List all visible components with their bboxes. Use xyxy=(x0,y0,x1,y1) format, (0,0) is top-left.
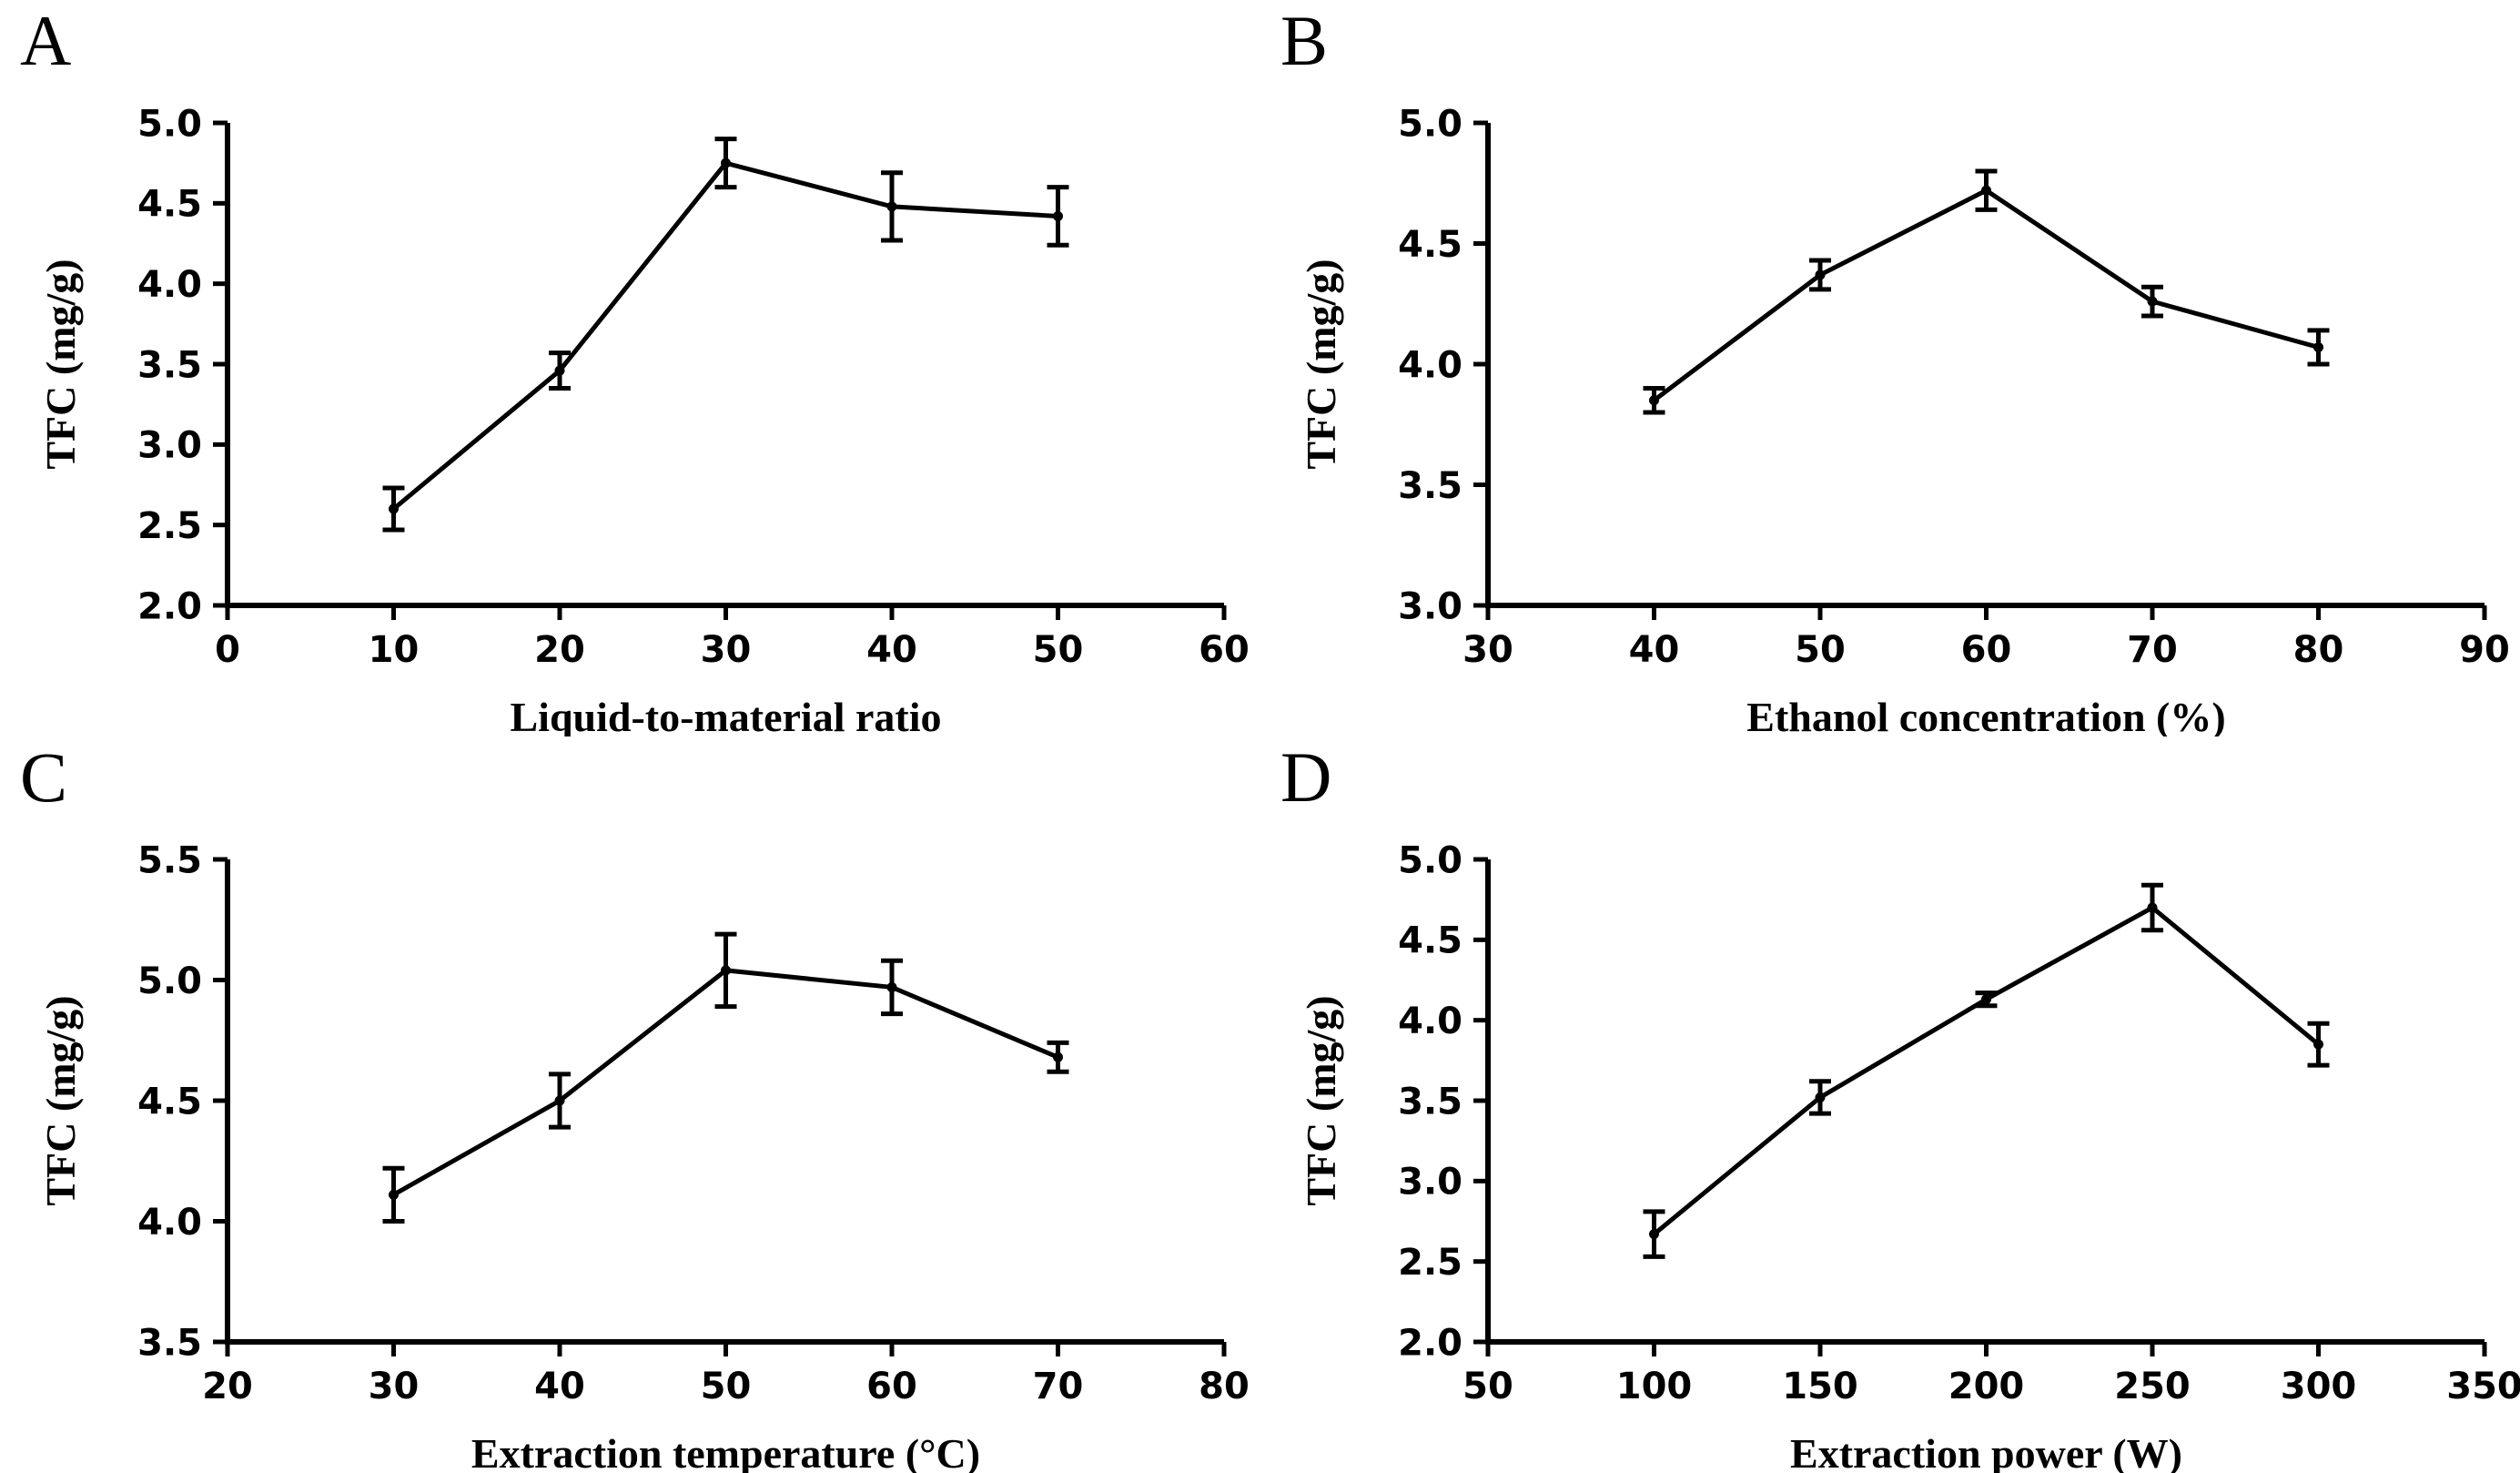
x-tick-label: 30 xyxy=(1462,629,1513,671)
y-tick-label: 2.5 xyxy=(137,505,202,547)
y-tick-label: 3.5 xyxy=(1398,465,1462,507)
x-tick-label: 300 xyxy=(2281,1366,2357,1407)
y-tick-label: 4.0 xyxy=(1398,344,1462,386)
data-point-marker xyxy=(1649,395,1659,406)
y-tick-label: 5.0 xyxy=(1398,839,1462,881)
panel-a-chart: 2.0 2.5 3.0 3.5 4.0 4.5 5.0 0 10 20 30 40 50 60 Liquid… xyxy=(37,103,1250,736)
panel-a: A 2.0 2.5 3.0 3.5 4.0 4.5 5.0 0 10 20 30 40 50 60 Liqu… xyxy=(0,0,1260,736)
x-tick-label: 200 xyxy=(1948,1366,2025,1407)
panel-c-chart: 3.5 4.0 4.5 5.0 5.5 20 30 40 50 60 70 80 Extraction … xyxy=(37,839,1250,1473)
y-tick-label: 3.0 xyxy=(1398,1162,1462,1204)
panel-c-letter: C xyxy=(20,737,68,817)
y-tick-label: 3.5 xyxy=(137,1322,202,1364)
data-point-marker xyxy=(2147,296,2158,307)
data-point-marker xyxy=(886,981,897,992)
panel-b-chart: 3.0 3.5 4.0 4.5 5.0 30 40 50 60 70 80 90 Ethanol con… xyxy=(1298,103,2510,736)
x-tick-label: 10 xyxy=(369,629,420,671)
y-tick-label: 4.0 xyxy=(1398,1001,1462,1042)
data-point-marker xyxy=(389,503,399,514)
panel-d-chart: 2.0 2.5 3.0 3.5 4.0 4.5 5.0 50 100 150 200 250 300 35… xyxy=(1298,839,2520,1473)
data-point-marker xyxy=(1053,210,1063,221)
x-tick-label: 40 xyxy=(866,629,917,671)
x-tick-label: 20 xyxy=(534,629,585,671)
x-tick-label: 50 xyxy=(1033,629,1084,671)
x-axis-title: Extraction power (W) xyxy=(1790,1430,2182,1473)
x-tick-label: 30 xyxy=(369,1366,420,1407)
x-tick-label: 60 xyxy=(1199,629,1250,671)
data-point-marker xyxy=(2147,902,2158,913)
y-tick-label: 5.0 xyxy=(1398,103,1462,145)
x-tick-label: 50 xyxy=(1795,629,1846,671)
x-tick-label: 350 xyxy=(2446,1366,2520,1407)
panel-c: C 3.5 4.0 4.5 5.0 5.5 20 30 40 50 60 70 80 Extractio… xyxy=(0,736,1260,1473)
x-tick-label: 70 xyxy=(2127,629,2178,671)
panel-b: B 3.0 3.5 4.0 4.5 5.0 30 40 50 60 70 80 90 Ethanol c… xyxy=(1260,0,2520,736)
data-point-marker xyxy=(721,157,731,168)
x-tick-label: 50 xyxy=(701,1366,752,1407)
y-tick-label: 3.5 xyxy=(137,344,202,386)
x-tick-label: 70 xyxy=(1033,1366,1084,1407)
x-axis-title: Extraction temperature (°C) xyxy=(471,1430,980,1473)
x-tick-label: 30 xyxy=(701,629,752,671)
x-tick-label: 40 xyxy=(1629,629,1680,671)
y-tick-label: 2.5 xyxy=(1398,1242,1462,1284)
y-tick-label: 5.0 xyxy=(137,960,202,1002)
data-point-marker xyxy=(389,1189,399,1200)
data-point-marker xyxy=(1815,269,1826,280)
y-axis-title: TFC (mg/g) xyxy=(1298,995,1344,1205)
data-line xyxy=(391,160,1058,511)
x-tick-label: 150 xyxy=(1782,1366,1858,1407)
y-tick-label: 2.0 xyxy=(137,585,202,627)
x-axis-title: Ethanol concentration (%) xyxy=(1746,694,2225,736)
panel-d: D 2.0 2.5 3.0 3.5 4.0 4.5 5.0 50 100 150 200 250 300… xyxy=(1260,736,2520,1473)
data-point-marker xyxy=(554,365,565,376)
x-tick-label: 0 xyxy=(215,629,240,671)
data-line xyxy=(1652,904,2321,1236)
y-tick-label: 4.5 xyxy=(137,1081,202,1123)
data-point-marker xyxy=(2313,341,2323,352)
x-tick-label: 90 xyxy=(2459,629,2510,671)
data-point-marker xyxy=(1053,1051,1063,1062)
x-axis-title: Liquid-to-material ratio xyxy=(511,694,942,736)
x-tick-label: 80 xyxy=(1199,1366,1250,1407)
x-tick-label: 60 xyxy=(866,1366,917,1407)
y-tick-label: 4.5 xyxy=(1398,920,1462,962)
data-line xyxy=(1652,188,2320,402)
y-tick-label: 4.0 xyxy=(137,264,202,306)
y-axis-title: TFC (mg/g) xyxy=(37,259,84,469)
panel-b-letter: B xyxy=(1280,1,1329,80)
data-point-marker xyxy=(2313,1039,2323,1050)
data-point-marker xyxy=(1981,994,1991,1005)
data-point-marker xyxy=(721,965,731,976)
y-tick-label: 4.5 xyxy=(1398,224,1462,266)
y-axis-title: TFC (mg/g) xyxy=(1298,259,1344,469)
y-axis-title: TFC (mg/g) xyxy=(37,995,84,1205)
panel-a-letter: A xyxy=(20,1,72,80)
y-tick-label: 2.0 xyxy=(1398,1322,1462,1364)
data-point-marker xyxy=(1815,1092,1826,1102)
y-tick-label: 4.5 xyxy=(137,184,202,226)
data-point-marker xyxy=(1981,185,1991,196)
y-tick-label: 5.5 xyxy=(137,839,202,881)
data-point-marker xyxy=(886,201,897,212)
x-tick-label: 100 xyxy=(1616,1366,1693,1407)
x-tick-label: 20 xyxy=(202,1366,253,1407)
y-tick-label: 3.0 xyxy=(1398,585,1462,627)
panel-d-letter: D xyxy=(1280,737,1332,817)
x-tick-label: 60 xyxy=(1961,629,2012,671)
x-tick-label: 40 xyxy=(534,1366,585,1407)
y-tick-label: 3.5 xyxy=(1398,1081,1462,1123)
x-tick-label: 80 xyxy=(2293,629,2344,671)
y-tick-label: 4.0 xyxy=(137,1202,202,1244)
x-tick-label: 250 xyxy=(2114,1366,2191,1407)
data-point-marker xyxy=(1649,1229,1659,1240)
data-point-marker xyxy=(554,1095,565,1106)
y-tick-label: 3.0 xyxy=(137,425,202,467)
y-tick-label: 5.0 xyxy=(137,103,202,145)
x-tick-label: 50 xyxy=(1462,1366,1513,1407)
